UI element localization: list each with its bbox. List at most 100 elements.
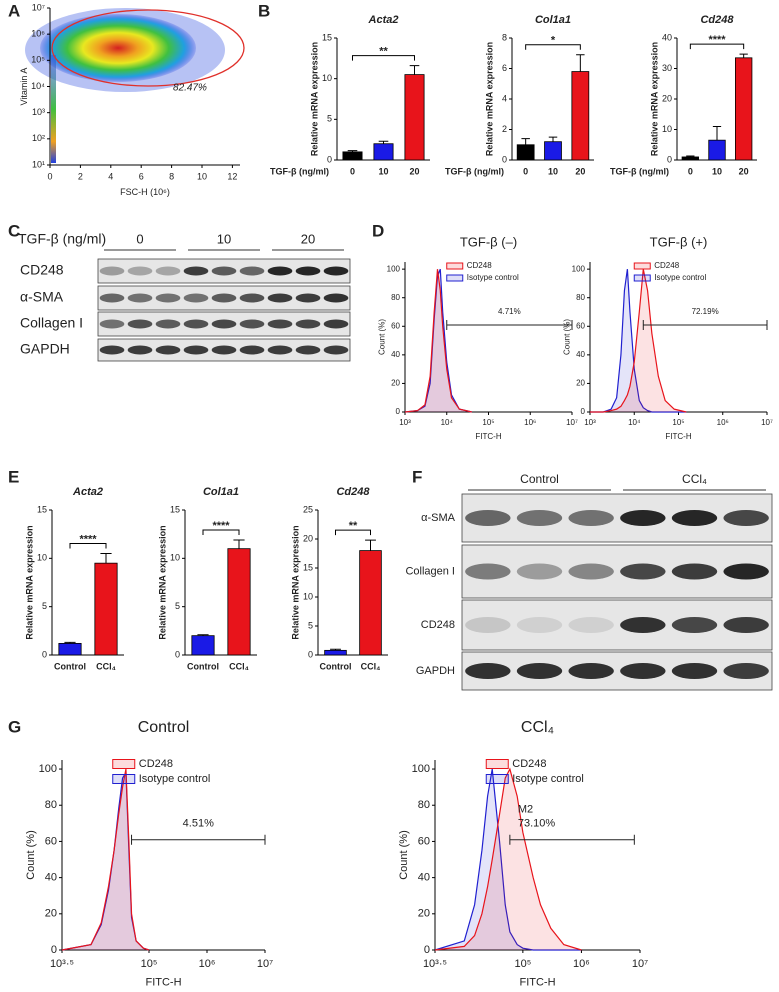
y-tick-label: 10⁷ [32, 2, 45, 12]
band [568, 663, 614, 679]
panel-label: D [372, 221, 384, 240]
y-tick-label: 0 [396, 407, 401, 416]
chart-title: Col1a1 [535, 14, 571, 26]
y-axis-label: Count (%) [25, 830, 37, 880]
band [568, 510, 614, 526]
western-blot: TGF-β (ng/ml) 0 10 20 CD248 α-SMA Collagen I GA… [18, 231, 351, 362]
y-tick-label: 15 [322, 32, 332, 42]
gate [509, 834, 635, 845]
legend-swatch [446, 262, 464, 270]
legend-label: Isotype control [467, 273, 519, 282]
band [239, 345, 265, 355]
y-tick-label: 5 [308, 620, 313, 630]
bar [94, 562, 118, 656]
chart: 0 2 4 6 8 Relative mRNA expression Col1a1 0 10 20… [445, 14, 594, 176]
band [155, 266, 181, 276]
bar [735, 57, 753, 161]
y-tick-label: 40 [576, 350, 585, 359]
chart: 10¹ 10² 10³ 10⁴ 10⁵ 10⁶ 10⁷ Vitamin A 0 2 4 6 8 10 12 F… [19, 2, 240, 197]
chart-title: Cd248 [336, 486, 370, 498]
band [723, 563, 769, 580]
chart-title: TGF-β (–) [460, 234, 517, 249]
x-tick-label: 20 [739, 166, 749, 176]
chart-title: CCl₄ [521, 719, 554, 736]
y-tick-label: 80 [45, 799, 57, 811]
chart: 0 20 40 60 80 100 Count (%) 10³·⁵ 10⁵ 10⁶ 10⁷ FITC-… [398, 719, 648, 988]
band [267, 266, 293, 276]
y-tick-label: 2 [502, 124, 507, 134]
band [465, 563, 511, 580]
x-tick-label: 10 [197, 171, 207, 181]
gate-label: M2 [518, 804, 533, 816]
error-bar [64, 641, 76, 644]
significance: **** [79, 533, 97, 545]
chart: 0 20 40 60 80 100 Count (%) 10³ 10⁴ 10⁵ 10⁶ 10⁷ FITC… [378, 234, 578, 440]
x-tick-label: 10⁶ [199, 958, 216, 970]
x-tick-label: 10³ [399, 418, 411, 427]
y-tick-label: 0 [51, 944, 57, 956]
y-tick-label: 0 [502, 154, 507, 164]
band [465, 510, 511, 526]
bar [227, 548, 251, 656]
x-tick-label: 10⁵ [514, 958, 531, 970]
error-bar [197, 634, 209, 636]
band [465, 617, 511, 633]
error-bar [378, 140, 389, 144]
x-tick-label: 10³·⁵ [423, 958, 447, 970]
band [723, 617, 769, 633]
legend-label: CD248 [139, 758, 173, 770]
x-tick-label: 20 [409, 166, 419, 176]
chart: 0 20 40 60 80 100 Count (%) 10³ 10⁴ 10⁵ 10⁶ 10⁷ FITC… [563, 234, 773, 440]
y-tick-label: 20 [418, 908, 430, 920]
band [723, 510, 769, 526]
error-bar [347, 150, 358, 152]
y-tick-label: 80 [391, 293, 400, 302]
chart-title: Control [138, 719, 190, 736]
y-tick-label: 20 [45, 908, 57, 920]
error-bar [712, 125, 722, 141]
chart-title: Acta2 [368, 14, 399, 26]
band [620, 510, 666, 526]
histogram-line [404, 269, 473, 413]
error-bar [409, 65, 420, 75]
band [568, 563, 614, 580]
x-tick-label: 12 [227, 171, 237, 181]
gate-label: 4.51% [183, 818, 214, 830]
y-tick-label: 0 [581, 407, 586, 416]
y-axis-label: Count (%) [563, 319, 572, 355]
histogram-line [61, 768, 150, 951]
y-tick-label: 30 [662, 63, 672, 73]
x-tick-label: 8 [169, 171, 174, 181]
x-tick-label: CCl₄ [229, 661, 249, 671]
x-tick-label: 0 [523, 166, 528, 176]
histogram-line [434, 767, 582, 951]
x-tick-label: 0 [47, 171, 52, 181]
legend-swatch [485, 774, 509, 784]
band [516, 510, 563, 526]
gate [642, 320, 768, 330]
chart: 0 5 10 15 20 25 Relative mRNA expression Cd248 C… [290, 486, 388, 671]
y-tick-label: 40 [391, 350, 400, 359]
legend-label: Isotype control [654, 273, 706, 282]
significance-bracket [689, 43, 745, 50]
y-tick-label: 25 [303, 504, 313, 514]
x-tick-label: 0 [688, 166, 693, 176]
y-tick-label: 0 [175, 649, 180, 659]
x-tick-label: 10⁷ [257, 958, 273, 970]
error-bar [548, 136, 558, 142]
x-axis-label: FITC-H [665, 432, 691, 441]
x-tick-label: 10 [378, 166, 388, 176]
gate-label: 73.10% [518, 818, 556, 830]
band [516, 563, 563, 580]
y-tick-label: 5 [175, 601, 180, 611]
y-tick-label: 0 [308, 649, 313, 659]
band [723, 663, 769, 679]
y-tick-label: 10⁵ [31, 55, 45, 65]
y-axis-label: Count (%) [398, 830, 410, 880]
y-axis-label: Relative mRNA expression [24, 525, 34, 639]
error-bar [330, 648, 341, 651]
y-tick-label: 10 [170, 553, 180, 563]
band [568, 617, 614, 633]
legend-label: CD248 [467, 261, 492, 270]
